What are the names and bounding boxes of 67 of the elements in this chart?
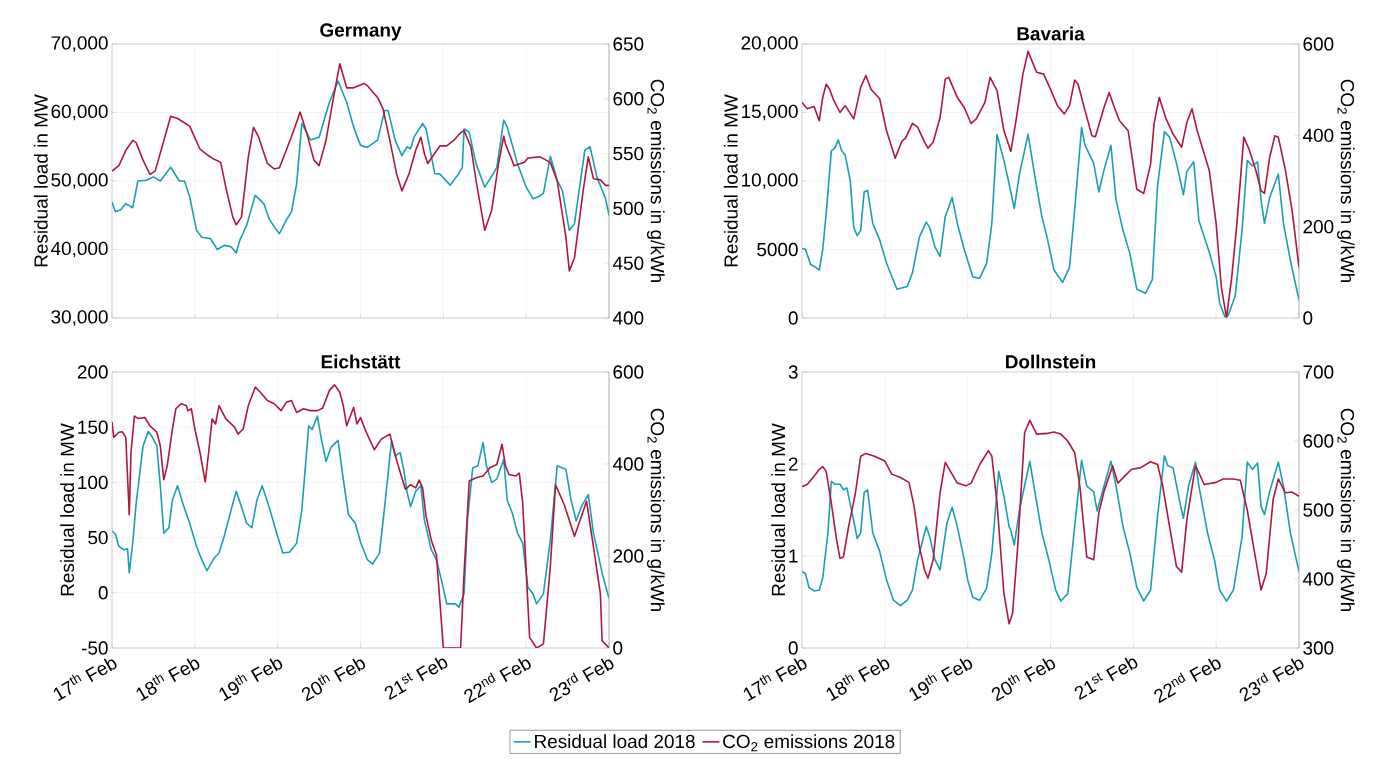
y-tick-label: 1 (789, 549, 798, 563)
x-tick-label: 22$^{nd}$ Feb (1154, 658, 1221, 704)
y-axis-title: Residual load in MW (771, 423, 786, 596)
x-tick-label: 18$^{th}$ Feb (136, 658, 200, 702)
x-tick-label: 18$^{th}$ Feb (826, 658, 890, 702)
y-tick-label: -50 (81, 641, 108, 655)
y2-axis-title: CO$_{2}$ emissions in g/kWh (646, 79, 665, 283)
y-tick-label: 50,000 (51, 173, 108, 189)
y2-tick-label: 600 (613, 92, 644, 106)
x-tick-label: 19$^{th}$ Feb (909, 658, 973, 702)
y-tick-label: 5000 (757, 242, 798, 257)
y-axis-title: Residual load in MW (723, 94, 738, 267)
y2-tick-label: 200 (1303, 219, 1334, 234)
y-tick-label: 20,000 (741, 36, 798, 52)
x-tick-label: 23$^{rd}$ Feb (1239, 658, 1304, 702)
chart-title: Germany (320, 23, 402, 41)
y2-axis-title: CO$_{2}$ emissions in g/kWh (646, 408, 665, 612)
y-tick-label: 100 (78, 475, 108, 490)
x-tick-label: 21$^{st}$ Feb (384, 657, 448, 701)
y2-tick-label: 600 (1303, 37, 1334, 51)
y2-tick-label: 550 (613, 146, 644, 161)
y2-tick-label: 200 (613, 549, 644, 563)
x-tick-label: 17$^{th}$ Feb (743, 658, 807, 702)
y-axis-title: Residual load in MW (33, 94, 48, 267)
x-tick-label: 23$^{rd}$ Feb (549, 658, 614, 702)
y2-tick-label: 400 (612, 457, 644, 471)
y-tick-label: 15,000 (742, 104, 798, 121)
y-tick-label: 40,000 (51, 241, 108, 258)
y-tick-label: 50 (88, 530, 108, 545)
y2-axis-title: CO$_{2}$ emissions in g/kWh (1336, 79, 1355, 283)
x-tick-label: 22$^{nd}$ Feb (464, 658, 531, 704)
y2-tick-label: 450 (612, 256, 644, 270)
y2-tick-label: 600 (613, 365, 644, 379)
x-tick-label: 17$^{th}$ Feb (53, 658, 117, 702)
y-tick-label: 2 (788, 457, 798, 471)
y-tick-label: 0 (788, 641, 798, 655)
y2-tick-label: 600 (1303, 434, 1334, 448)
y-tick-label: 0 (98, 586, 108, 600)
y-tick-label: 0 (788, 311, 798, 325)
x-tick-label: 20$^{th}$ Feb (301, 658, 366, 702)
x-tick-label: 21$^{st}$ Feb (1074, 657, 1138, 701)
y2-axis-title: CO$_{2}$ emissions in g/kWh (1336, 408, 1355, 612)
y2-tick-label: 0 (1303, 311, 1313, 325)
y-tick-label: 200 (77, 365, 108, 379)
y-tick-label: 60,000 (51, 104, 108, 121)
y2-tick-label: 500 (613, 201, 644, 216)
y-axis-title: Residual load in MW (60, 423, 75, 596)
y-tick-label: 150 (78, 420, 108, 434)
y2-tick-label: 500 (1303, 503, 1334, 517)
chart-title: Bavaria (1017, 26, 1085, 41)
y-tick-label: 3 (788, 365, 798, 379)
legend-label: CO$_{2}$ emissions 2018 (723, 734, 895, 752)
x-tick-label: 19$^{th}$ Feb (219, 658, 283, 702)
y2-tick-label: 400 (612, 311, 644, 325)
y2-tick-label: 300 (1303, 641, 1334, 655)
y2-tick-label: 700 (1303, 365, 1334, 379)
chart-title: Eichstätt (321, 354, 401, 369)
y2-tick-label: 400 (1302, 572, 1334, 586)
y-tick-label: 70,000 (51, 36, 108, 52)
chart-title: Dollnstein (1006, 354, 1096, 369)
y2-tick-label: 650 (613, 37, 644, 51)
legend-label: Residual load 2018 (535, 734, 695, 749)
y2-tick-label: 400 (1302, 128, 1334, 143)
y-tick-label: 30,000 (51, 310, 108, 326)
y2-tick-label: 0 (613, 641, 623, 655)
y-tick-label: 10,000 (742, 173, 798, 189)
x-tick-label: 20$^{th}$ Feb (991, 658, 1056, 702)
